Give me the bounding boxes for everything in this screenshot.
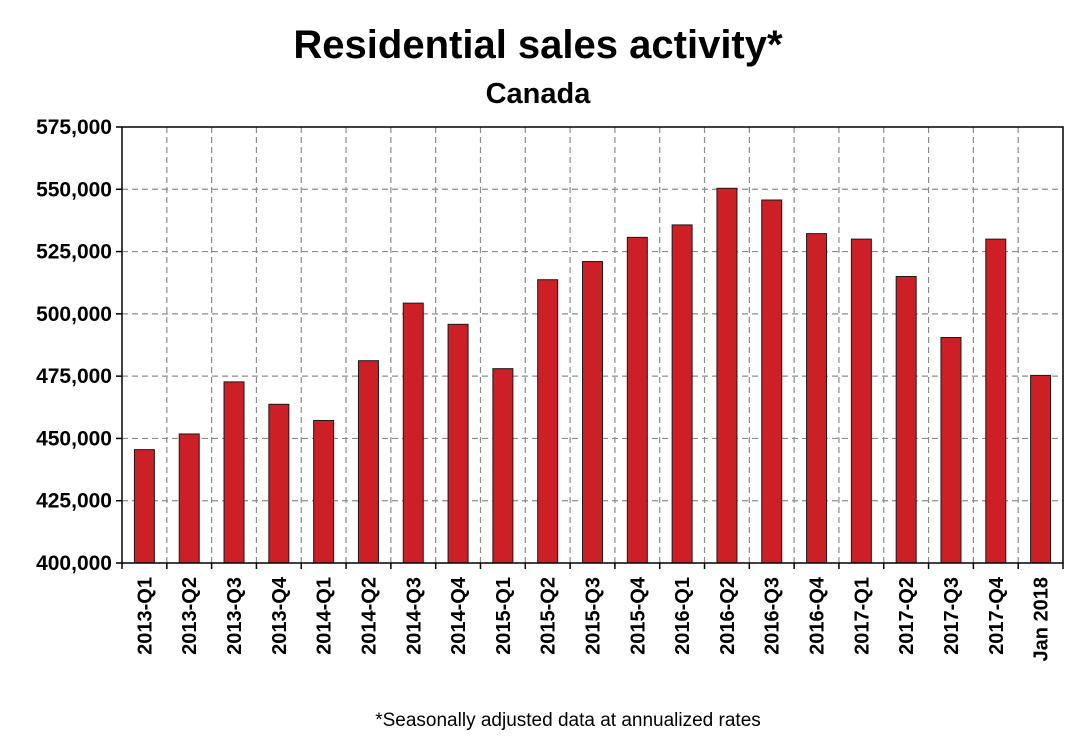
- y-tick-label: 525,000: [36, 241, 112, 264]
- x-tick-label: 2015-Q4: [627, 576, 649, 655]
- bar: [537, 279, 559, 564]
- y-tick-label: 475,000: [36, 365, 112, 388]
- x-tick-label: 2017-Q1: [851, 577, 873, 655]
- x-tick-label: 2013-Q2: [179, 577, 201, 655]
- bar: [806, 233, 828, 564]
- y-tick-label: 450,000: [36, 427, 112, 450]
- x-tick-label: 2016-Q2: [717, 577, 739, 655]
- y-tick-label: 550,000: [36, 178, 112, 201]
- x-tick-label: 2013-Q3: [224, 577, 246, 655]
- x-tick-label: Jan 2018: [1031, 577, 1053, 662]
- x-tick-label: 2014-Q2: [358, 577, 380, 655]
- x-tick-label: 2013-Q4: [269, 576, 291, 655]
- x-tick-label: 2015-Q1: [493, 577, 515, 655]
- bar: [850, 238, 872, 564]
- chart-subtitle: Canada: [486, 78, 592, 110]
- y-tick-label: 500,000: [36, 303, 112, 326]
- x-tick-label: 2017-Q3: [941, 577, 963, 655]
- bar: [268, 403, 290, 564]
- bar: [133, 449, 155, 564]
- x-tick-label: 2015-Q2: [538, 577, 560, 655]
- x-tick-label: 2013-Q1: [134, 577, 156, 655]
- bar: [402, 302, 424, 564]
- x-tick-label: 2014-Q3: [403, 577, 425, 655]
- bar: [447, 323, 469, 564]
- x-tick-label: 2017-Q4: [986, 576, 1008, 655]
- x-tick-label: 2014-Q1: [314, 577, 336, 655]
- x-tick-label: 2016-Q4: [807, 576, 829, 655]
- bar: [985, 238, 1007, 564]
- plot-area: 400,000 425,000 450,000 475,000 500,000 525,0…: [36, 116, 1064, 662]
- y-tick-label: 425,000: [36, 490, 112, 513]
- bar: [626, 236, 648, 564]
- bar: [492, 368, 514, 564]
- bar: [895, 275, 917, 564]
- bar: [313, 419, 335, 564]
- x-tick-label: 2014-Q4: [448, 576, 470, 655]
- bar: [671, 224, 693, 564]
- bar: [1030, 374, 1052, 564]
- bar: [223, 381, 245, 564]
- bar: [357, 360, 379, 564]
- bar: [716, 187, 738, 564]
- plot-border: [121, 126, 1064, 564]
- chart-title: Residential sales activity*: [293, 23, 783, 67]
- chart-footnote: *Seasonally adjusted data at annualized …: [375, 710, 761, 731]
- y-tick-label: 575,000: [36, 116, 112, 139]
- bar: [178, 433, 200, 564]
- x-tick-label: 2015-Q3: [583, 577, 605, 655]
- y-tick-label: 400,000: [36, 552, 112, 575]
- bar: [761, 199, 783, 564]
- bar: [940, 337, 962, 564]
- x-tick-label: 2016-Q1: [672, 577, 694, 655]
- x-tick-label: 2017-Q2: [896, 577, 918, 655]
- bar: [582, 261, 603, 564]
- x-tick-label: 2016-Q3: [762, 577, 784, 655]
